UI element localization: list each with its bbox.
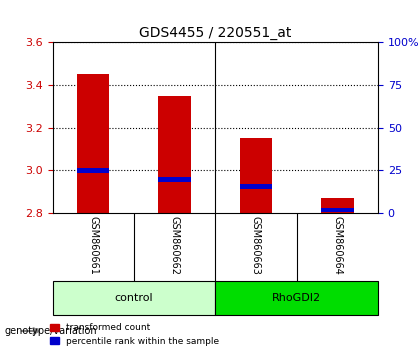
Bar — [52, 281, 215, 315]
Bar — [158, 96, 191, 213]
Text: RhoGDI2: RhoGDI2 — [272, 293, 321, 303]
Text: control: control — [115, 293, 153, 303]
Bar — [158, 177, 191, 182]
Legend: transformed count, percentile rank within the sample: transformed count, percentile rank withi… — [47, 320, 223, 349]
Text: GSM860663: GSM860663 — [251, 216, 261, 275]
Text: GSM860664: GSM860664 — [332, 216, 342, 275]
Bar — [77, 168, 110, 173]
Bar — [215, 281, 378, 315]
Bar — [321, 198, 354, 213]
Bar — [77, 74, 110, 213]
Title: GDS4455 / 220551_at: GDS4455 / 220551_at — [139, 26, 291, 40]
Bar — [321, 207, 354, 212]
Text: genotype/variation: genotype/variation — [4, 326, 97, 336]
Text: GSM860662: GSM860662 — [170, 216, 180, 275]
Bar — [240, 184, 272, 189]
Text: GSM860661: GSM860661 — [88, 216, 98, 275]
Bar — [240, 138, 272, 213]
